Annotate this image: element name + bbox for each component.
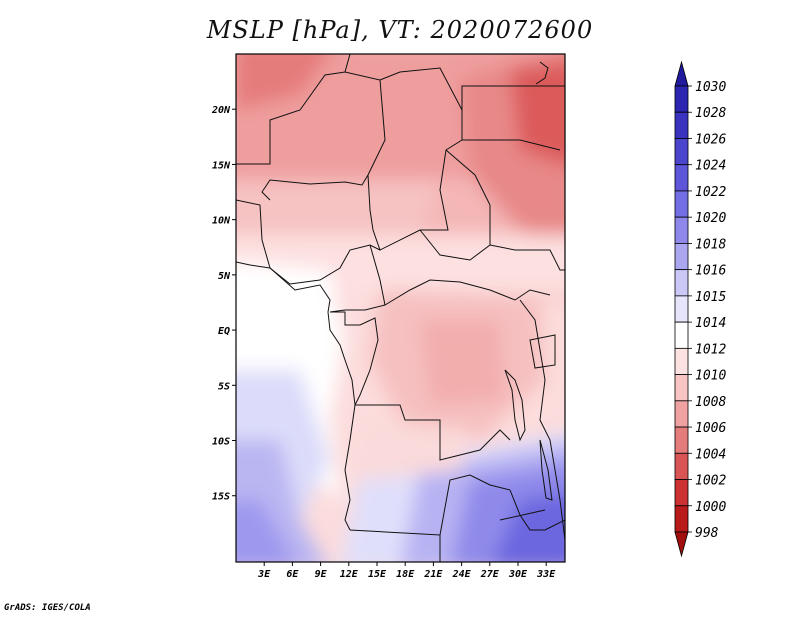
map-title: MSLP [hPa], VT: 2020072600 xyxy=(206,16,594,44)
border-sudan-north xyxy=(462,139,561,151)
border-zambia-zim xyxy=(509,489,565,531)
colorbar-cell xyxy=(674,190,689,218)
colorbar-label: 1010 xyxy=(695,369,726,384)
colorbar-label: 1004 xyxy=(695,447,726,462)
band-1005-nw xyxy=(236,54,330,110)
lon-tick-label: 9E xyxy=(315,569,328,580)
colorbar-cell xyxy=(674,321,689,349)
colorbar-cell xyxy=(674,452,689,480)
border-mali xyxy=(236,71,386,201)
border-cameroon xyxy=(329,244,386,313)
colorbar-cell xyxy=(674,85,689,113)
band-1004-ne xyxy=(510,62,565,165)
colorbar-label: 998 xyxy=(695,526,719,541)
border-niger-chad xyxy=(367,67,463,251)
coast-nile-delta xyxy=(535,61,549,85)
band-1021 xyxy=(493,492,565,562)
colorbar-label: 1018 xyxy=(695,237,726,252)
lat-tick-label: 10S xyxy=(212,437,230,448)
border-algeria-libya xyxy=(344,54,351,73)
coast-guinea-gulf xyxy=(236,261,271,269)
border-car-drc xyxy=(384,279,551,306)
colorbar-cell xyxy=(674,374,689,402)
border-namibia xyxy=(349,474,511,536)
lake-victoria xyxy=(529,334,556,369)
latitude-axis: 20N 15N 10N 5N EQ 5S 10S 15S xyxy=(211,105,236,503)
colorbar-cell xyxy=(674,216,689,244)
border-angola-coast xyxy=(344,404,356,531)
colorbar-label: 1024 xyxy=(695,159,726,174)
colorbar-cell xyxy=(674,138,689,166)
lon-tick-label: 18E xyxy=(396,569,415,580)
grads-credit: GrADS: IGES/COLA xyxy=(4,603,91,613)
lat-tick-label: 15N xyxy=(212,160,231,171)
colorbar-cell xyxy=(674,426,689,454)
lake-kariba xyxy=(499,509,546,521)
border-east-lakes xyxy=(519,299,565,541)
band-1020 xyxy=(236,500,296,562)
lon-tick-label: 27E xyxy=(480,569,500,580)
lon-tick-label: 12E xyxy=(340,569,359,580)
colorbar-label: 1006 xyxy=(695,421,726,436)
colorbar-label: 1026 xyxy=(695,132,726,147)
lon-tick-label: 30E xyxy=(508,569,528,580)
colorbar-cell xyxy=(674,347,689,375)
coast-west xyxy=(269,267,356,406)
colorbar-cell xyxy=(674,269,689,297)
colorbar: 1030 1028 1026 1024 1022 1020 1018 1016 1015 1014… xyxy=(674,60,726,558)
colorbar-label: 1002 xyxy=(695,474,726,489)
border-westafrica xyxy=(236,199,381,285)
colorbar-label: 1008 xyxy=(695,395,726,410)
lat-tick-label: 5N xyxy=(218,271,231,282)
border-south-sudan xyxy=(489,244,565,271)
colorbar-cell xyxy=(674,243,689,271)
colorbar-top-arrow xyxy=(674,60,689,87)
colorbar-cell xyxy=(674,400,689,428)
pressure-field xyxy=(236,54,565,562)
colorbar-cell xyxy=(674,505,689,533)
colorbar-cell xyxy=(674,479,689,507)
band-1009-central xyxy=(420,320,505,405)
colorbar-label: 1022 xyxy=(695,185,726,200)
map-frame xyxy=(235,53,566,563)
lat-tick-label: 10N xyxy=(212,216,231,227)
colorbar-label: 1000 xyxy=(695,500,726,515)
country-borders xyxy=(236,54,565,562)
lon-tick-label: 24E xyxy=(452,569,472,580)
colorbar-cell xyxy=(674,111,689,139)
colorbar-cell xyxy=(674,164,689,192)
longitude-axis: 3E 6E 9E 12E 15E 18E 21E 24E 27E 30E 33E xyxy=(257,562,556,580)
colorbar-label: 1012 xyxy=(695,342,726,357)
colorbar-label: 1030 xyxy=(695,80,726,95)
lon-tick-label: 15E xyxy=(368,569,387,580)
colorbar-bottom-arrow xyxy=(674,531,689,558)
colorbar-label: 1016 xyxy=(695,264,726,279)
colorbar-cell xyxy=(674,295,689,323)
lat-tick-label: EQ xyxy=(218,326,230,337)
colorbar-label: 1015 xyxy=(695,290,726,305)
lat-tick-label: 5S xyxy=(218,381,230,392)
border-gabon-congo xyxy=(330,311,379,406)
band-1012-south xyxy=(360,420,470,480)
colorbar-label: 1028 xyxy=(695,106,726,121)
border-angola-drc xyxy=(355,404,511,461)
lon-tick-label: 21E xyxy=(423,569,443,580)
lake-malawi xyxy=(539,439,553,501)
lon-tick-label: 33E xyxy=(536,569,556,580)
lat-tick-label: 20N xyxy=(211,105,231,116)
lon-tick-label: 6E xyxy=(286,569,299,580)
lat-tick-label: 15S xyxy=(212,492,230,503)
colorbar-label: 1014 xyxy=(695,316,726,331)
lake-tanganyika xyxy=(504,369,526,442)
lon-tick-label: 3E xyxy=(257,569,271,580)
colorbar-label: 1020 xyxy=(695,211,726,226)
border-egypt-sudan xyxy=(461,85,565,110)
